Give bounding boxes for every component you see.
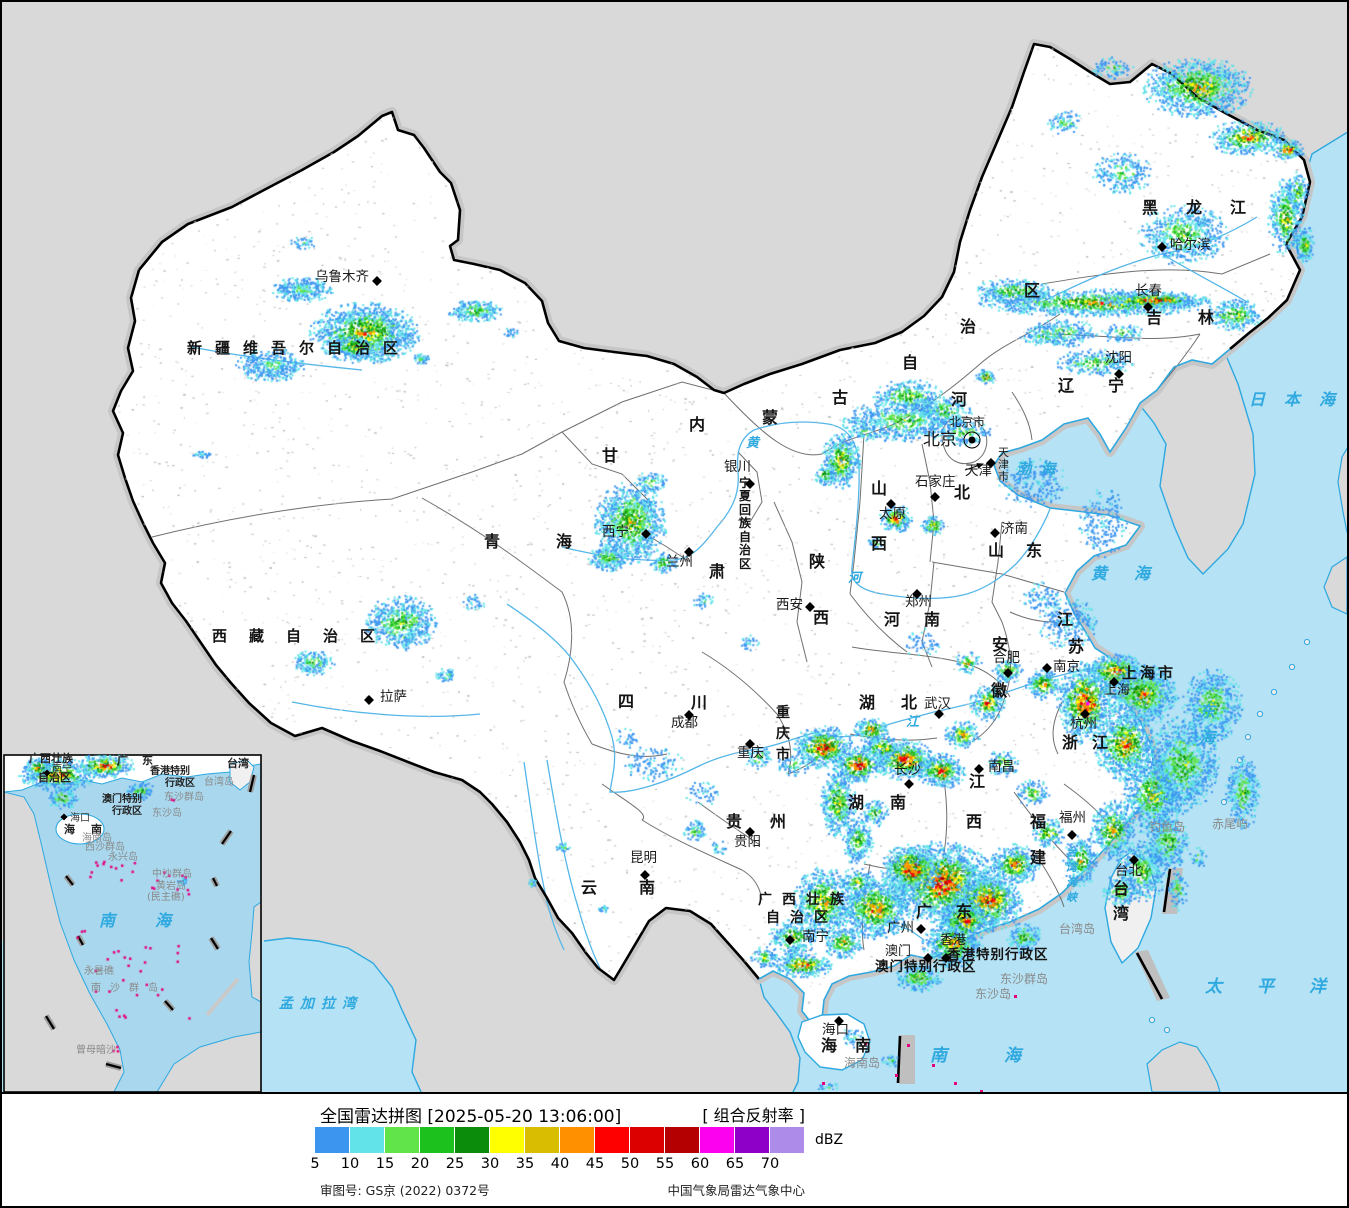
legend-tick: 20 bbox=[410, 1156, 430, 1172]
legend-tick: 55 bbox=[655, 1156, 675, 1172]
legend-tick: 30 bbox=[480, 1156, 500, 1172]
dbz-scale-ticks: 5 10 15 20 25 30 35 40 45 50 55 60 65 70 bbox=[2, 1156, 1347, 1172]
legend-tick: 10 bbox=[340, 1156, 360, 1172]
legend-tick: 15 bbox=[375, 1156, 395, 1172]
map-title: 全国雷达拼图 [2025-05-20 13:06:00] bbox=[320, 1107, 622, 1127]
legend-color-cell bbox=[630, 1127, 664, 1153]
legend-color-cell bbox=[315, 1127, 349, 1153]
legend-tick: 50 bbox=[620, 1156, 640, 1172]
product-label: [ 组合反射率 ] bbox=[702, 1106, 805, 1125]
legend-tick: 40 bbox=[550, 1156, 570, 1172]
legend-color-cell bbox=[490, 1127, 524, 1153]
agency-name: 中国气象局雷达气象中心 bbox=[667, 1183, 805, 1198]
legend-color-cell bbox=[735, 1127, 769, 1153]
legend-color-cell bbox=[770, 1127, 804, 1153]
legend-tick: 70 bbox=[760, 1156, 780, 1172]
legend-color-cell bbox=[700, 1127, 734, 1153]
legend-color-cell bbox=[560, 1127, 594, 1153]
dbz-unit-label: dBZ bbox=[815, 1132, 844, 1148]
legend-color-cell bbox=[665, 1127, 699, 1153]
legend-color-cell bbox=[420, 1127, 454, 1153]
legend-tick: 65 bbox=[725, 1156, 745, 1172]
legend-tick: 45 bbox=[585, 1156, 605, 1172]
china-radar-map: 黑龙江 吉林 辽宁内蒙古自治区新疆维吾尔自治区 西藏自治区 青海甘肃宁夏回族自治区陕西山… bbox=[2, 2, 1347, 1092]
radar-echo-canvas bbox=[2, 2, 1347, 1092]
legend-tick: 25 bbox=[445, 1156, 465, 1172]
map-approval-number: 审图号: GS京 (2022) 0372号 bbox=[320, 1183, 490, 1198]
legend-panel: 全国雷达拼图 [2025-05-20 13:06:00] [ 组合反射率 ] 5… bbox=[2, 1092, 1347, 1206]
legend-color-cell bbox=[385, 1127, 419, 1153]
legend-tick: 5 bbox=[310, 1156, 320, 1172]
dbz-color-scale bbox=[315, 1127, 805, 1153]
legend-color-cell bbox=[455, 1127, 489, 1153]
legend-tick: 60 bbox=[690, 1156, 710, 1172]
legend-color-cell bbox=[595, 1127, 629, 1153]
legend-tick: 35 bbox=[515, 1156, 535, 1172]
legend-color-cell bbox=[525, 1127, 559, 1153]
legend-color-cell bbox=[350, 1127, 384, 1153]
